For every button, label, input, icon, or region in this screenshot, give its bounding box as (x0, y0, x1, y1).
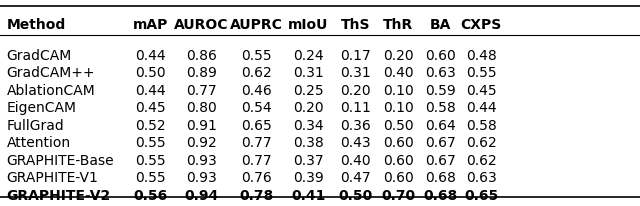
Text: 0.76: 0.76 (241, 171, 271, 185)
Text: 0.60: 0.60 (425, 49, 456, 63)
Text: GRAPHITE-V2: GRAPHITE-V2 (6, 189, 111, 203)
Text: 0.38: 0.38 (293, 136, 324, 150)
Text: 0.56: 0.56 (133, 189, 168, 203)
Text: 0.45: 0.45 (135, 101, 166, 115)
Text: 0.37: 0.37 (293, 154, 324, 168)
Text: 0.10: 0.10 (383, 101, 413, 115)
Text: 0.44: 0.44 (466, 101, 497, 115)
Text: 0.93: 0.93 (186, 171, 217, 185)
Text: GradCAM++: GradCAM++ (6, 66, 95, 80)
Text: 0.48: 0.48 (466, 49, 497, 63)
Text: 0.47: 0.47 (340, 171, 371, 185)
Text: 0.40: 0.40 (340, 154, 371, 168)
Text: 0.91: 0.91 (186, 119, 217, 133)
Text: 0.67: 0.67 (425, 154, 456, 168)
Text: FullGrad: FullGrad (6, 119, 64, 133)
Text: 0.59: 0.59 (425, 84, 456, 98)
Text: BA: BA (429, 18, 451, 32)
Text: 0.20: 0.20 (383, 49, 413, 63)
Text: 0.10: 0.10 (383, 84, 413, 98)
Text: 0.86: 0.86 (186, 49, 217, 63)
Text: 0.55: 0.55 (135, 171, 166, 185)
Text: 0.55: 0.55 (466, 66, 497, 80)
Text: 0.70: 0.70 (381, 189, 415, 203)
Text: 0.65: 0.65 (464, 189, 499, 203)
Text: 0.31: 0.31 (340, 66, 371, 80)
Text: 0.39: 0.39 (293, 171, 324, 185)
Text: 0.77: 0.77 (186, 84, 217, 98)
Text: 0.24: 0.24 (293, 49, 324, 63)
Text: 0.52: 0.52 (135, 119, 166, 133)
Text: 0.93: 0.93 (186, 154, 217, 168)
Text: 0.58: 0.58 (425, 101, 456, 115)
Text: CXPS: CXPS (461, 18, 502, 32)
Text: mIoU: mIoU (288, 18, 329, 32)
Text: 0.46: 0.46 (241, 84, 271, 98)
Text: ThR: ThR (383, 18, 413, 32)
Text: 0.65: 0.65 (241, 119, 271, 133)
Text: 0.40: 0.40 (383, 66, 413, 80)
Text: 0.68: 0.68 (425, 171, 456, 185)
Text: 0.50: 0.50 (338, 189, 372, 203)
Text: 0.67: 0.67 (425, 136, 456, 150)
Text: Method: Method (6, 18, 66, 32)
Text: GRAPHITE-V1: GRAPHITE-V1 (6, 171, 99, 185)
Text: GradCAM: GradCAM (6, 49, 72, 63)
Text: AblationCAM: AblationCAM (6, 84, 95, 98)
Text: 0.36: 0.36 (340, 119, 371, 133)
Text: 0.44: 0.44 (135, 49, 166, 63)
Text: 0.77: 0.77 (241, 154, 271, 168)
Text: 0.20: 0.20 (293, 101, 324, 115)
Text: EigenCAM: EigenCAM (6, 101, 76, 115)
Text: mAP: mAP (132, 18, 168, 32)
Text: 0.80: 0.80 (186, 101, 217, 115)
Text: 0.31: 0.31 (293, 66, 324, 80)
Text: 0.34: 0.34 (293, 119, 324, 133)
Text: 0.62: 0.62 (241, 66, 271, 80)
Text: 0.55: 0.55 (135, 154, 166, 168)
Text: 0.41: 0.41 (291, 189, 326, 203)
Text: 0.92: 0.92 (186, 136, 217, 150)
Text: 0.44: 0.44 (135, 84, 166, 98)
Text: 0.43: 0.43 (340, 136, 371, 150)
Text: AUPRC: AUPRC (230, 18, 282, 32)
Text: 0.89: 0.89 (186, 66, 217, 80)
Text: 0.77: 0.77 (241, 136, 271, 150)
Text: GRAPHITE-Base: GRAPHITE-Base (6, 154, 114, 168)
Text: 0.20: 0.20 (340, 84, 371, 98)
Text: 0.60: 0.60 (383, 136, 413, 150)
Text: 0.45: 0.45 (466, 84, 497, 98)
Text: ThS: ThS (340, 18, 370, 32)
Text: 0.68: 0.68 (423, 189, 458, 203)
Text: 0.63: 0.63 (466, 171, 497, 185)
Text: 0.60: 0.60 (383, 171, 413, 185)
Text: Attention: Attention (6, 136, 70, 150)
Text: 0.17: 0.17 (340, 49, 371, 63)
Text: 0.54: 0.54 (241, 101, 271, 115)
Text: 0.94: 0.94 (184, 189, 219, 203)
Text: 0.63: 0.63 (425, 66, 456, 80)
Text: 0.50: 0.50 (135, 66, 166, 80)
Text: 0.62: 0.62 (466, 136, 497, 150)
Text: 0.62: 0.62 (466, 154, 497, 168)
Text: 0.50: 0.50 (383, 119, 413, 133)
Text: 0.78: 0.78 (239, 189, 273, 203)
Text: 0.64: 0.64 (425, 119, 456, 133)
Text: 0.55: 0.55 (241, 49, 271, 63)
Text: 0.58: 0.58 (466, 119, 497, 133)
Text: 0.25: 0.25 (293, 84, 324, 98)
Text: AUROC: AUROC (174, 18, 229, 32)
Text: 0.55: 0.55 (135, 136, 166, 150)
Text: 0.60: 0.60 (383, 154, 413, 168)
Text: 0.11: 0.11 (340, 101, 371, 115)
